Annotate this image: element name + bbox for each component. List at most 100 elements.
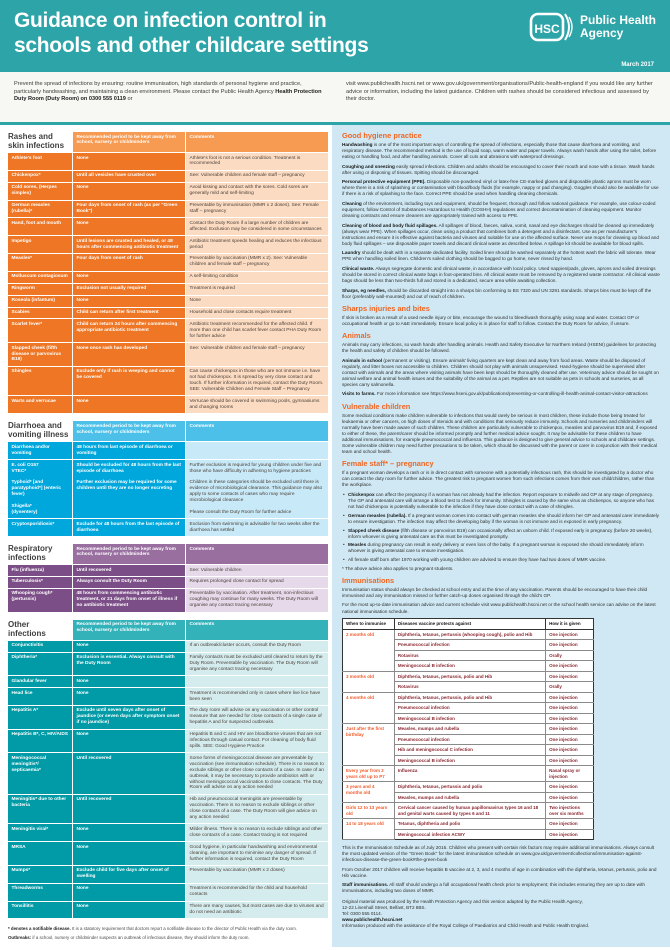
bullet-item: Chickenpox can affect the pregnancy if a…	[342, 492, 660, 510]
immu-disease-cell: Cervical cancer caused by human papillom…	[393, 802, 547, 819]
immu-note: Staff immunisations. All staff should un…	[342, 882, 645, 894]
immu-how-cell: One injection	[545, 702, 594, 714]
exclusion-period: 48 hours from commencing antibiotic trea…	[73, 588, 185, 612]
condition-name: Tonsillitis	[8, 901, 72, 919]
exclusion-period: Four days from onset of rash (as per "Gr…	[73, 200, 185, 218]
immu-row: Meningococcal infection ACWY One injectio…	[343, 828, 594, 840]
exclusion-period: Until recovered	[73, 753, 185, 794]
condition-name: Diarrhoea and/or vomiting	[8, 442, 72, 460]
exclusion-period: Exclusion is essential. Always consult w…	[73, 652, 185, 676]
immu-disease-cell: Diphtheria, tetanus, pertussis and polio	[393, 781, 547, 793]
immu-when-cell: 2 months old	[342, 628, 395, 672]
condition-comment: See: Vulnerable children	[186, 565, 328, 576]
condition-name: Molluscum contagiosum	[8, 271, 72, 283]
condition-name: Flu (influenza)	[8, 565, 72, 576]
paragraph-lead: Personal protective equipment (PPE).	[342, 179, 426, 185]
page-title-line2: schools and other childcare settings	[14, 34, 369, 57]
paragraph: Coughing and sneezing easily spread infe…	[342, 163, 655, 175]
condition-comment: Family contacts must be excluded until c…	[186, 652, 328, 676]
outbreaks-footnote: Outbreaks: if a school, nursery or child…	[8, 935, 250, 940]
infection-table-rashes: Rashes and skin infections Recommended pe…	[8, 132, 328, 414]
paragraph: Animals may carry infections, so wash ha…	[342, 341, 656, 354]
infection-table-other: Other infections Recommended period to be…	[8, 619, 328, 919]
section-heading-0: Good hygiene practice	[342, 131, 422, 140]
immu-how-cell: One injection	[545, 670, 594, 682]
condition-name: Conjunctivitis	[8, 640, 72, 652]
condition-comment	[186, 442, 328, 460]
condition-comment: Treatment is recommended only in cases w…	[186, 688, 328, 705]
paragraph: Immunisation status should always be che…	[342, 586, 648, 598]
document-footer: Original material was produced by the He…	[342, 899, 660, 929]
condition-comment: Further exclusion is required for young …	[186, 460, 328, 519]
immu-notes: This is the Immunisation Schedule as of …	[342, 845, 660, 894]
condition-comment: Can cause chickenpox in those who are no…	[186, 366, 328, 396]
condition-comment: Preventable by vaccination (MMR x 2 dose…	[186, 865, 328, 883]
condition-comment: Treatment is required	[186, 283, 328, 295]
condition-comment: Verrucae should be covered in swimming p…	[186, 396, 328, 414]
condition-comment: None	[186, 295, 328, 307]
immu-col-how: How it is given	[545, 618, 594, 630]
paragraph: Some medical conditions make children vu…	[342, 412, 658, 455]
column-header-comments: Comments	[186, 132, 328, 152]
paragraph: Clinical waste. Always segregate domesti…	[342, 265, 660, 284]
paragraph: For the most up-to-date immunisation adv…	[342, 602, 656, 614]
page-title: Guidance on infection control in schools…	[14, 8, 656, 58]
immu-how-cell: One injection	[545, 744, 594, 756]
main-content: Rashes and skin infections Recommended pe…	[0, 125, 670, 947]
condition-name: Meningitis* due to other bacteria	[8, 794, 72, 824]
immu-disease-cell: Rotavirus	[393, 649, 547, 661]
footer-line: Tel: 0300 555 0114.	[342, 911, 383, 917]
condition-name: Cold sores, (Herpes simplex)	[8, 182, 72, 200]
immu-disease-cell: Diphtheria, tetanus, pertussis, polio an…	[393, 670, 547, 682]
condition-name: Hepatitis A*	[8, 705, 72, 729]
immu-when-cell: 4 months old	[342, 691, 395, 724]
section-title: Rashes and skin infections	[8, 132, 65, 150]
immunisation-schedule-table: When to immunise Diseases vaccine protec…	[342, 618, 594, 840]
condition-comment: See: Vulnerable children and female staf…	[186, 343, 328, 366]
bullet-item: Slapped cheek disease (fifth disease or …	[342, 528, 660, 540]
column-header-comments: Comments	[186, 619, 328, 640]
notifiable-disease-footnote: * denotes a notifiable disease. It is a …	[8, 926, 297, 932]
condition-name: Meningitis viral*	[8, 824, 72, 842]
right-panel: Good hygiene practice Handwashing is one …	[332, 125, 670, 947]
immu-when-cell: Girls 12 to 13 years old	[342, 802, 395, 819]
infection-section-rashes: Rashes and skin infections Recommended pe…	[8, 132, 328, 414]
immu-how-cell: Orally	[545, 649, 594, 661]
immu-table-body: 2 months old Diphtheria, tetanus, pertuss…	[342, 628, 594, 840]
exclusion-period: Exclude until seven days after onset of …	[73, 705, 185, 729]
condition-name: Scabies	[8, 307, 72, 319]
footer-line: 12-22 Linenhall Street, Belfast, BT2 8BS…	[342, 905, 426, 911]
exclusion-period: None	[73, 182, 185, 200]
exclusion-period: None	[73, 218, 185, 236]
intro-band: Prevent the spread of infections by ensu…	[0, 72, 670, 125]
condition-comment: There are many causes, but most cases ar…	[186, 901, 328, 919]
exclusion-period: None	[73, 153, 185, 170]
condition-comment	[186, 676, 328, 688]
condition-name: Athlete's foot	[8, 153, 72, 170]
condition-name: German measles (rubella)*	[8, 200, 72, 218]
immu-row: Just after the first birthday Measles, mu…	[342, 723, 594, 766]
immu-row: 4 months old Diphtheria, tetanus, pertuss…	[342, 691, 594, 724]
immu-disease-cell: Meningococcal infection ACWY	[393, 828, 547, 840]
immu-how-cell: Orally	[545, 681, 594, 693]
svg-text:HSC: HSC	[534, 22, 560, 36]
paragraph-lead: Handwashing	[342, 142, 373, 147]
infection-section-diarrhoea: Diarrhoea and vomiting illness Recommende…	[8, 421, 328, 537]
immu-how-cell: Nasal spray or injection	[545, 765, 594, 782]
exclusion-period: Exclude for 48 hours from the last episo…	[73, 519, 185, 537]
exclusion-period: Until lesions are crusted and healed, or…	[73, 236, 185, 253]
immu-disease-cell: Measles, mumps and rubella	[393, 723, 547, 735]
condition-comment: Preventable by vaccination. After treatm…	[186, 588, 328, 612]
condition-comment: Household and close contacts require tre…	[186, 307, 328, 319]
exclusion-period: None	[73, 883, 185, 901]
exclusion-period: Exclusion not usually required	[73, 283, 185, 295]
exclusion-period: None	[73, 824, 185, 842]
column-header-period: Recommended period to be kept away from …	[73, 619, 185, 640]
exclusion-period: None	[73, 295, 185, 307]
org-name-line2: Agency	[579, 26, 624, 40]
immu-how-cell: One injection	[545, 791, 594, 803]
section-heading-2: Animals	[342, 330, 371, 340]
condition-comment: Milder illness. There is no reason to ex…	[186, 824, 328, 842]
issue-date: March 2017	[621, 62, 654, 68]
exclusion-period: None	[73, 271, 185, 283]
